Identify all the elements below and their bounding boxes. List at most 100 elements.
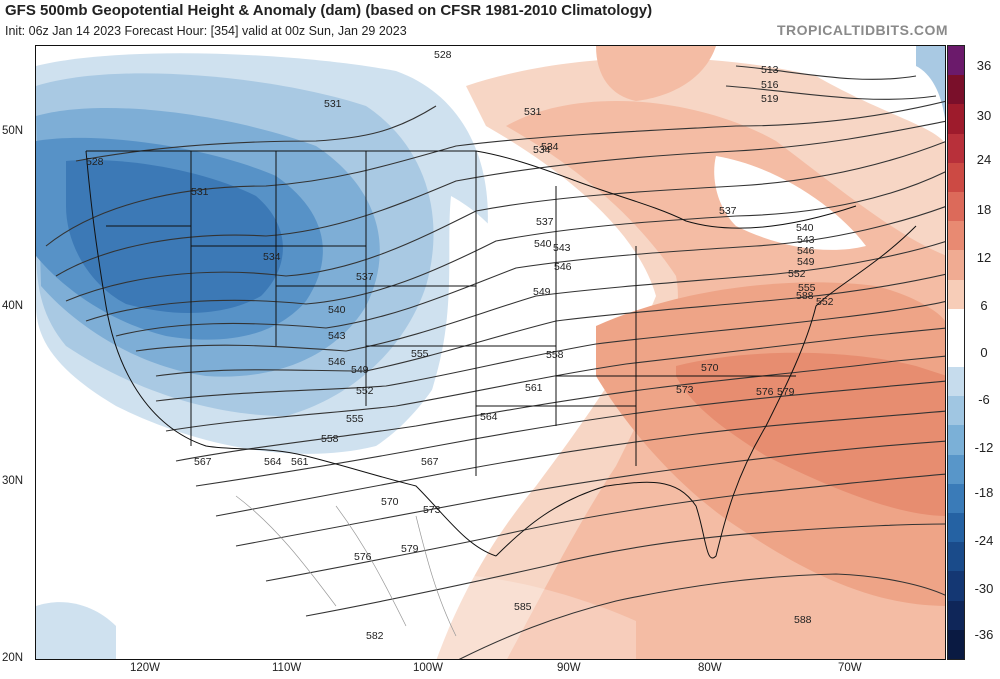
contour-label: 528 <box>86 156 104 168</box>
colorbar-segment <box>948 162 964 192</box>
contour-label: 576 <box>756 386 774 398</box>
colorbar-label: 0 <box>980 345 988 360</box>
colorbar-label: 24 <box>976 152 992 167</box>
contour-label: 576 <box>354 551 372 563</box>
contour-label: 546 <box>554 261 572 273</box>
colorbar-segment <box>948 454 964 484</box>
contour-label: 588 <box>794 614 812 626</box>
colorbar-segment <box>948 367 964 397</box>
contour-label: 528 <box>434 49 452 61</box>
colorbar-segment <box>948 571 964 601</box>
colorbar-segment <box>948 133 964 163</box>
map-title: GFS 500mb Geopotential Height & Anomaly … <box>5 2 653 19</box>
colorbar-segment <box>948 396 964 426</box>
contour-label: 540 <box>796 222 814 234</box>
lon-label-90w: 90W <box>557 662 581 674</box>
contour-label: 558 <box>546 349 564 361</box>
lon-label-80w: 80W <box>698 662 722 674</box>
contour-label: 531 <box>324 98 342 110</box>
contour-label: 543 <box>553 242 571 254</box>
colorbar-label: -24 <box>974 533 994 548</box>
colorbar-label: 36 <box>976 58 992 73</box>
colorbar-label: -12 <box>974 440 994 455</box>
colorbar-segment <box>948 250 964 280</box>
colorbar-label: -6 <box>978 392 990 407</box>
contour-label: 546 <box>797 245 815 257</box>
height-anomaly-map: 528 531 534 537 540 543 546 549 552 555 558 561 564 5… <box>35 45 946 660</box>
contour-label: 534 <box>263 251 281 263</box>
contour-label: 561 <box>291 456 309 468</box>
contour-label: 579 <box>401 543 419 555</box>
contour-label: 588 <box>796 290 814 302</box>
colorbar-segment <box>948 75 964 105</box>
colorbar-label: 12 <box>976 250 992 265</box>
colorbar-segment <box>948 221 964 251</box>
lon-label-110w: 110W <box>272 662 302 674</box>
map-subtitle: Init: 06z Jan 14 2023 Forecast Hour: [35… <box>5 24 407 38</box>
colorbar-segment <box>948 629 964 659</box>
contour-label: 564 <box>480 411 498 423</box>
contour-label: 570 <box>701 362 719 374</box>
colorbar-segment <box>948 513 964 543</box>
colorbar-segment <box>948 308 964 338</box>
colorbar-label: 30 <box>976 108 992 123</box>
contour-label: 549 <box>351 364 369 376</box>
colorbar-label: 6 <box>980 298 988 313</box>
contour-label: 543 <box>328 330 346 342</box>
lon-label-120w: 120W <box>130 662 161 674</box>
political-borders <box>85 150 917 559</box>
colorbar-segment <box>948 337 964 368</box>
contour-label: 573 <box>676 384 694 396</box>
contour-label: 531 <box>524 106 542 118</box>
colorbar-segment <box>948 600 964 630</box>
contour-label: 549 <box>533 286 551 298</box>
contour-label: 534 <box>533 144 551 156</box>
colorbar-segment <box>948 425 964 455</box>
contour-label: 555 <box>411 348 429 360</box>
lat-label-30n: 30N <box>2 475 24 487</box>
colorbar-label: -36 <box>974 627 994 642</box>
contour-label: 537 <box>536 216 554 228</box>
contour-label: 519 <box>761 93 779 105</box>
contour-label: 555 <box>346 413 364 425</box>
contour-label: 582 <box>366 630 384 642</box>
contour-label: 540 <box>328 304 346 316</box>
mexico-state-borders <box>235 495 457 637</box>
contour-label: 570 <box>381 496 399 508</box>
contour-label: 567 <box>194 456 212 468</box>
lon-label-70w: 70W <box>838 662 862 674</box>
contour-label: 540 <box>534 238 552 250</box>
colorbar-segment <box>948 279 964 309</box>
contour-label: 555 <box>798 282 816 294</box>
contour-label: 513 <box>761 64 779 76</box>
lat-label-20n: 20N <box>2 652 24 664</box>
contour-label: 564 <box>264 456 282 468</box>
contour-label: 549 <box>797 256 815 268</box>
contour-label: 567 <box>421 456 439 468</box>
lat-label-40n: 40N <box>2 300 24 312</box>
colorbar-segment <box>948 191 964 222</box>
contour-label: 516 <box>761 79 779 91</box>
lon-label-100w: 100W <box>413 662 444 674</box>
contour-label: 552 <box>356 385 374 397</box>
contour-label: 558 <box>321 433 339 445</box>
lat-label-50n: 50N <box>2 125 24 137</box>
contour-label: 531 <box>191 186 209 198</box>
colorbar-label: 18 <box>976 202 992 217</box>
contour-label: 579 <box>777 386 795 398</box>
height-contours <box>45 65 945 659</box>
colorbar-segment <box>948 483 964 513</box>
colorbar-segment <box>948 46 964 76</box>
contour-label: 552 <box>788 268 806 280</box>
contour-label: 534 <box>541 141 559 153</box>
contour-label: 552 <box>816 296 834 308</box>
contour-label: 585 <box>514 601 532 613</box>
colorbar-segment <box>948 542 964 572</box>
map-canvas <box>36 46 945 659</box>
contour-label: 537 <box>719 205 737 217</box>
colorbar-label: -18 <box>974 485 994 500</box>
contour-label: 573 <box>423 504 441 516</box>
colorbar-segment <box>948 104 964 134</box>
colorbar-label: -30 <box>974 581 994 596</box>
anomaly-colorbar <box>947 45 965 660</box>
